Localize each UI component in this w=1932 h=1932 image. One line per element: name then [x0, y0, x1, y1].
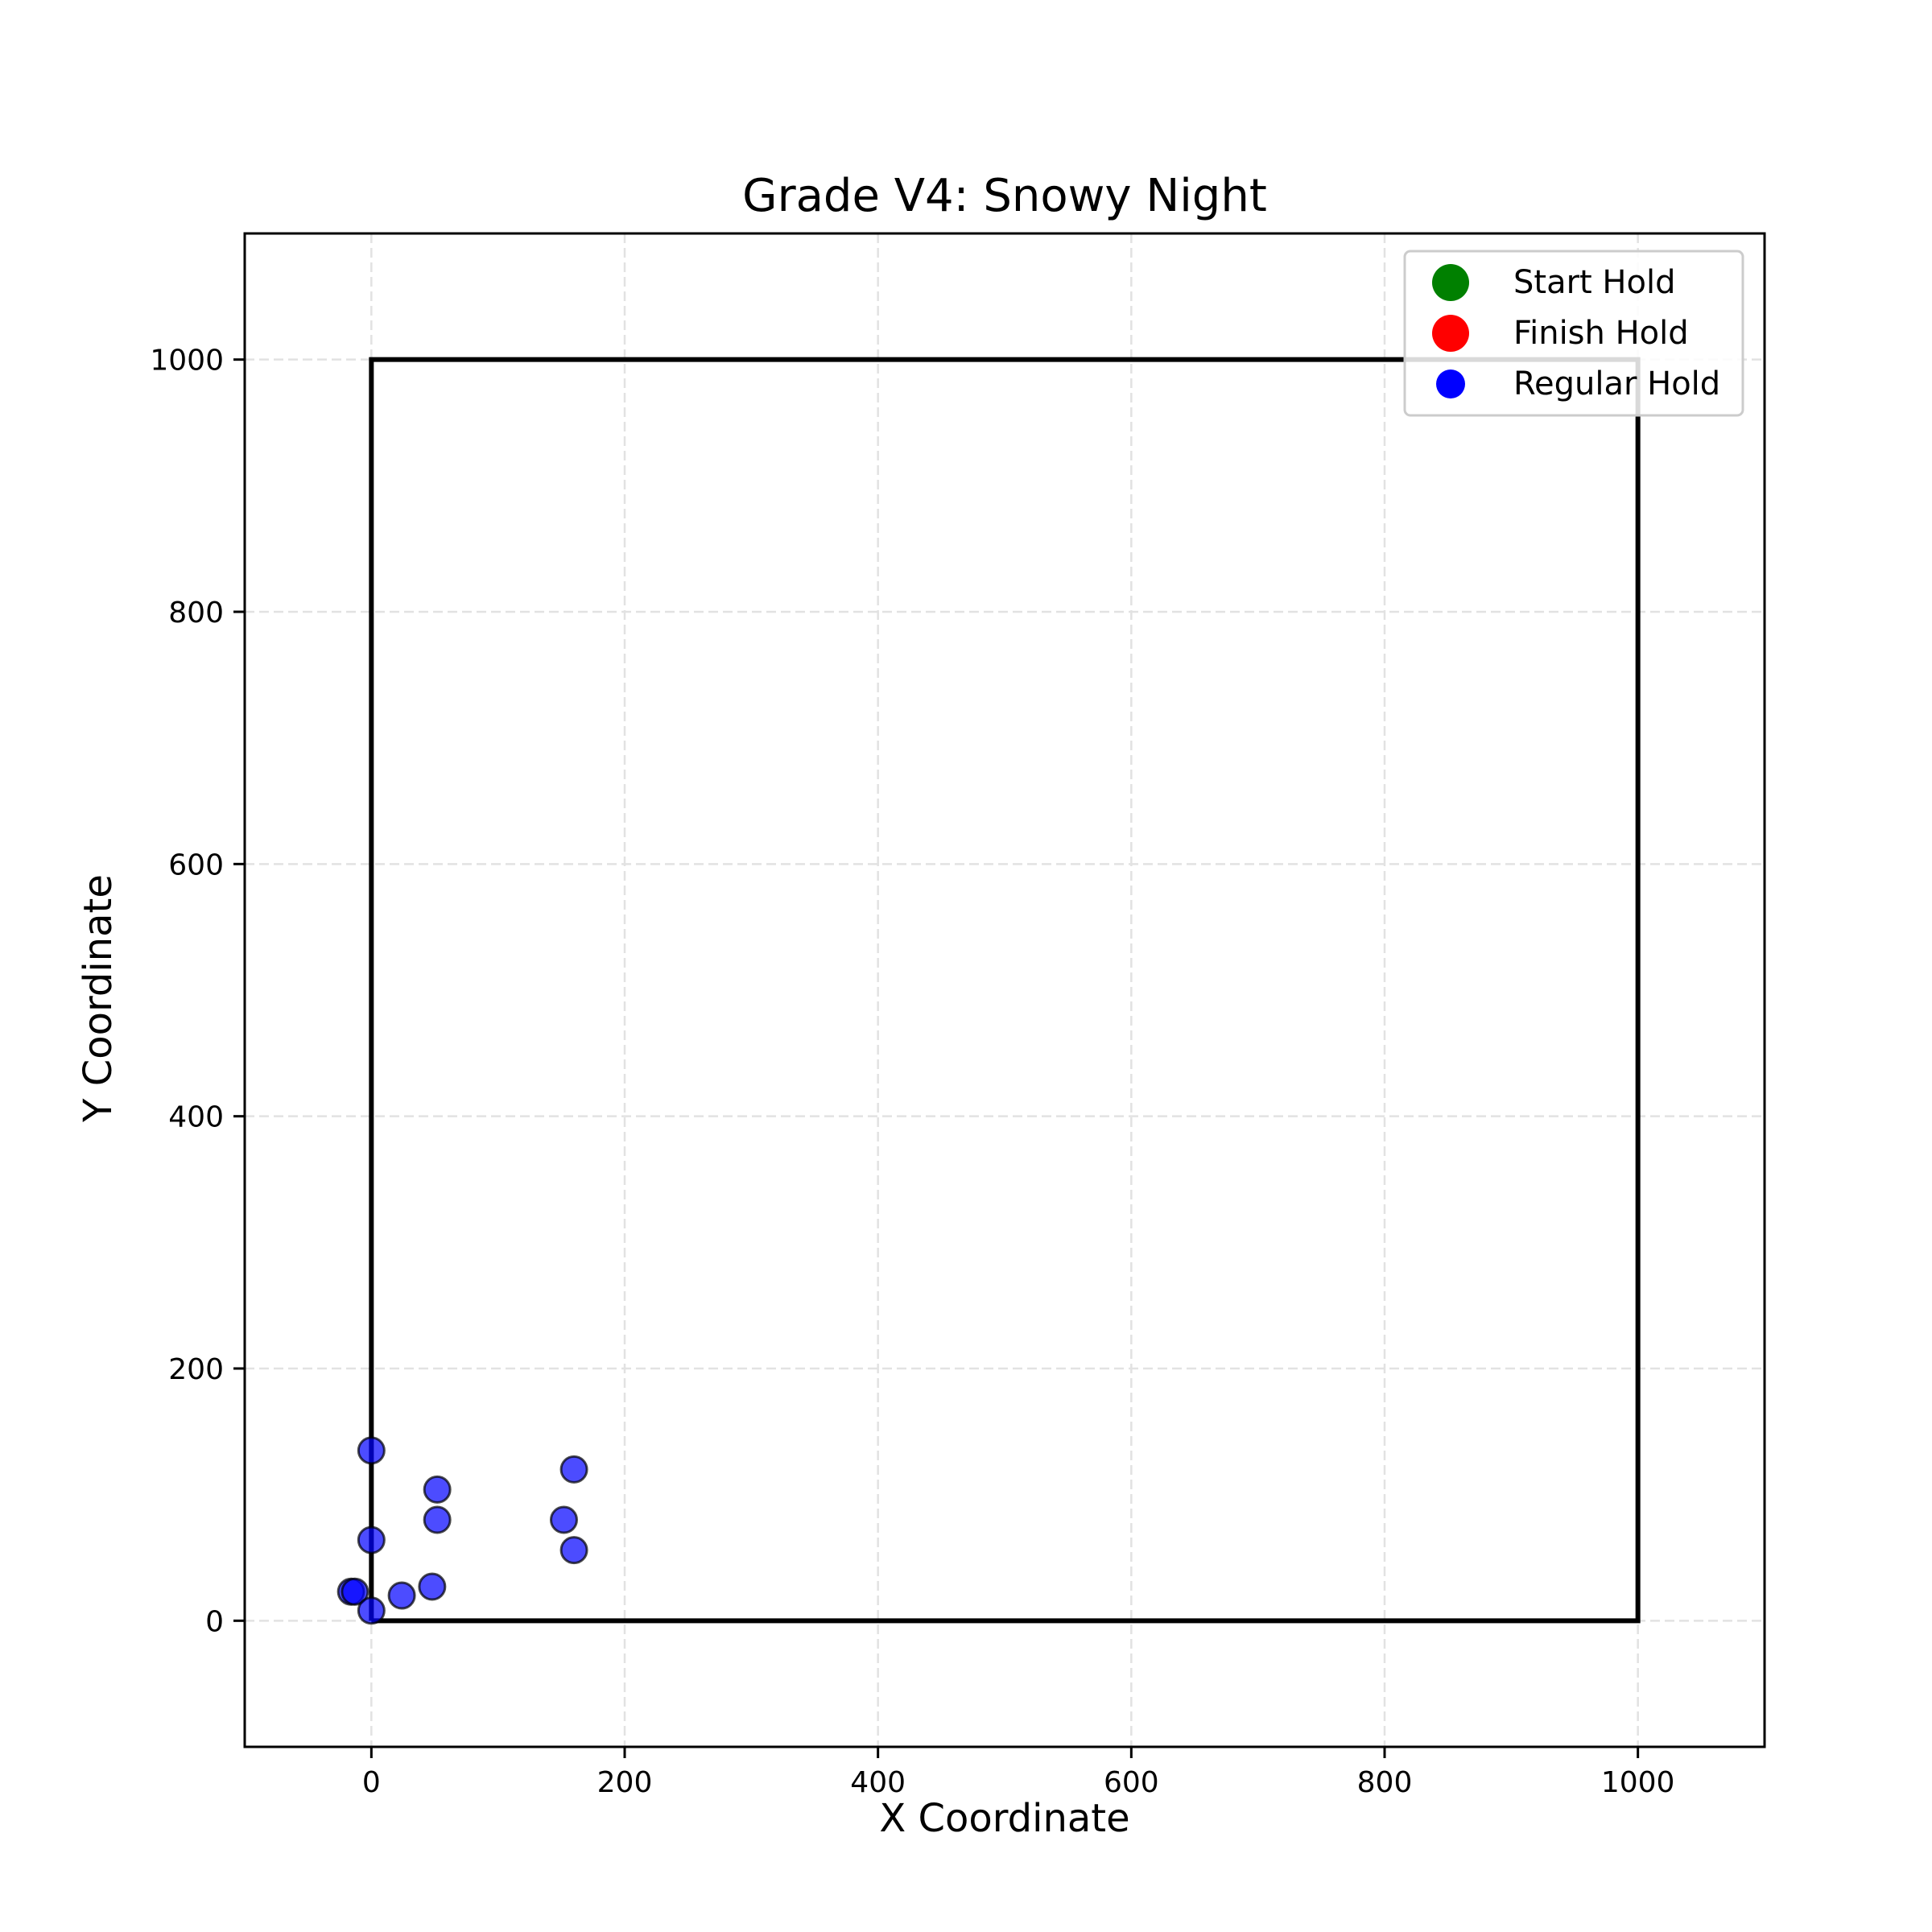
y-tick-label: 200 — [168, 1353, 224, 1386]
data-points — [336, 1436, 588, 1625]
x-axis-ticks: 0 200 400 600 800 1000 — [362, 1747, 1675, 1799]
legend-marker-regular-hold — [1436, 369, 1465, 398]
y-tick-label: 1000 — [150, 345, 224, 378]
plot-frame — [243, 232, 1766, 1748]
x-tick-label: 0 — [362, 1766, 381, 1799]
x-tick-label: 200 — [597, 1766, 653, 1799]
regular-hold-point — [559, 1536, 588, 1565]
x-tick-label: 400 — [850, 1766, 906, 1799]
x-tick-label: 800 — [1357, 1766, 1413, 1799]
grid — [245, 233, 1765, 1747]
y-tick-label: 600 — [168, 848, 224, 881]
chart-title: Grade V4: Snowy Night — [742, 170, 1267, 222]
legend-marker-finish-hold — [1432, 315, 1469, 352]
legend-box — [1403, 250, 1744, 417]
y-axis-ticks: 0 200 400 600 800 1000 — [150, 345, 245, 1638]
regular-hold-point — [357, 1525, 386, 1554]
x-axis-label: X Coordinate — [879, 1796, 1129, 1841]
legend: Start Hold Finish Hold Regular Hold — [1403, 250, 1744, 417]
y-axis-label: Y Coordinate — [76, 874, 121, 1123]
regular-hold-point — [418, 1572, 447, 1601]
legend-marker-start-hold — [1432, 264, 1469, 301]
regular-hold-point — [559, 1455, 588, 1484]
regular-hold-point — [357, 1596, 386, 1625]
legend-label-regular-hold: Regular Hold — [1513, 365, 1720, 402]
y-tick-label: 400 — [168, 1101, 224, 1134]
legend-label-finish-hold: Finish Hold — [1513, 315, 1689, 352]
regular-hold-point — [423, 1475, 452, 1504]
regular-hold-point — [341, 1577, 369, 1606]
regular-hold-point — [357, 1436, 386, 1465]
y-tick-label: 0 — [205, 1605, 224, 1638]
x-tick-label: 1000 — [1601, 1766, 1675, 1799]
regular-hold-point — [549, 1505, 578, 1534]
legend-label-start-hold: Start Hold — [1513, 264, 1675, 301]
x-tick-label: 600 — [1104, 1766, 1159, 1799]
regular-hold-point — [423, 1505, 452, 1534]
regular-hold-point — [387, 1581, 416, 1610]
y-tick-label: 800 — [168, 597, 224, 630]
